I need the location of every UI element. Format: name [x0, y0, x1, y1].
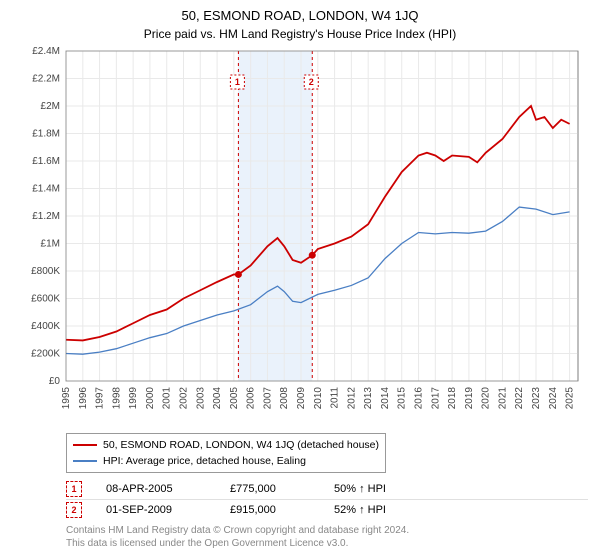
svg-text:2020: 2020 — [481, 387, 492, 410]
transactions-table: 1 08-APR-2005 £775,000 50% ↑ HPI 2 01-SE… — [66, 479, 588, 520]
svg-text:£2.2M: £2.2M — [32, 74, 60, 85]
svg-text:2: 2 — [309, 77, 314, 87]
chart-legend: 50, ESMOND ROAD, LONDON, W4 1JQ (detache… — [66, 433, 386, 473]
svg-text:2017: 2017 — [430, 387, 441, 410]
txn-pct: 52% ↑ HPI — [334, 504, 434, 516]
svg-text:£1M: £1M — [41, 239, 60, 250]
txn-price: £915,000 — [230, 504, 310, 516]
txn-date: 01-SEP-2009 — [106, 504, 206, 516]
svg-text:2008: 2008 — [279, 387, 290, 410]
svg-text:2012: 2012 — [346, 387, 357, 410]
svg-text:2015: 2015 — [397, 387, 408, 410]
legend-label: HPI: Average price, detached house, Eali… — [103, 453, 306, 469]
legend-item: 50, ESMOND ROAD, LONDON, W4 1JQ (detache… — [73, 437, 379, 453]
legend-swatch — [73, 444, 97, 446]
svg-text:2005: 2005 — [229, 387, 240, 410]
svg-text:2019: 2019 — [464, 387, 475, 410]
footer-line: This data is licensed under the Open Gov… — [66, 537, 588, 550]
svg-text:£200K: £200K — [31, 349, 60, 360]
svg-text:1995: 1995 — [61, 387, 72, 410]
svg-text:2022: 2022 — [514, 387, 525, 410]
footer-line: Contains HM Land Registry data © Crown c… — [66, 524, 588, 537]
legend-item: HPI: Average price, detached house, Eali… — [73, 453, 379, 469]
svg-text:£1.4M: £1.4M — [32, 184, 60, 195]
svg-text:2013: 2013 — [363, 387, 374, 410]
svg-text:2002: 2002 — [179, 387, 190, 410]
svg-text:£1.8M: £1.8M — [32, 129, 60, 140]
svg-text:2004: 2004 — [212, 387, 223, 410]
table-row: 2 01-SEP-2009 £915,000 52% ↑ HPI — [66, 499, 588, 520]
svg-text:2024: 2024 — [548, 387, 559, 410]
svg-text:2001: 2001 — [162, 387, 173, 410]
marker-badge: 2 — [66, 502, 82, 518]
legend-label: 50, ESMOND ROAD, LONDON, W4 1JQ (detache… — [103, 437, 379, 453]
page-subtitle: Price paid vs. HM Land Registry's House … — [12, 27, 588, 41]
svg-text:1: 1 — [235, 77, 240, 87]
svg-text:2025: 2025 — [565, 387, 576, 410]
table-row: 1 08-APR-2005 £775,000 50% ↑ HPI — [66, 479, 588, 499]
svg-text:2016: 2016 — [414, 387, 425, 410]
svg-text:1996: 1996 — [78, 387, 89, 410]
svg-text:1997: 1997 — [95, 387, 106, 410]
svg-text:2014: 2014 — [380, 387, 391, 410]
svg-text:2000: 2000 — [145, 387, 156, 410]
svg-text:2011: 2011 — [330, 387, 341, 409]
svg-text:2018: 2018 — [447, 387, 458, 410]
svg-text:£0: £0 — [49, 376, 61, 387]
svg-text:£600K: £600K — [31, 294, 60, 305]
svg-text:£2M: £2M — [41, 101, 60, 112]
footer-attribution: Contains HM Land Registry data © Crown c… — [66, 524, 588, 550]
txn-date: 08-APR-2005 — [106, 483, 206, 495]
svg-text:£400K: £400K — [31, 321, 60, 332]
svg-text:£2.4M: £2.4M — [32, 47, 60, 57]
svg-text:2021: 2021 — [497, 387, 508, 410]
page-title: 50, ESMOND ROAD, LONDON, W4 1JQ — [12, 8, 588, 23]
svg-text:£800K: £800K — [31, 266, 60, 277]
svg-text:2003: 2003 — [195, 387, 206, 410]
svg-text:2009: 2009 — [296, 387, 307, 410]
svg-text:1999: 1999 — [128, 387, 139, 410]
txn-price: £775,000 — [230, 483, 310, 495]
svg-text:£1.2M: £1.2M — [32, 211, 60, 222]
svg-text:2006: 2006 — [246, 387, 257, 410]
svg-text:£1.6M: £1.6M — [32, 156, 60, 167]
legend-swatch — [73, 460, 97, 462]
svg-text:2007: 2007 — [262, 387, 273, 410]
svg-text:2010: 2010 — [313, 387, 324, 410]
txn-pct: 50% ↑ HPI — [334, 483, 434, 495]
svg-text:1998: 1998 — [111, 387, 122, 410]
price-chart: £0 £200K £400K £600K £800K £1M £1.2M £1.4M £1.6M… — [12, 47, 588, 427]
svg-text:2023: 2023 — [531, 387, 542, 410]
marker-badge: 1 — [66, 481, 82, 497]
